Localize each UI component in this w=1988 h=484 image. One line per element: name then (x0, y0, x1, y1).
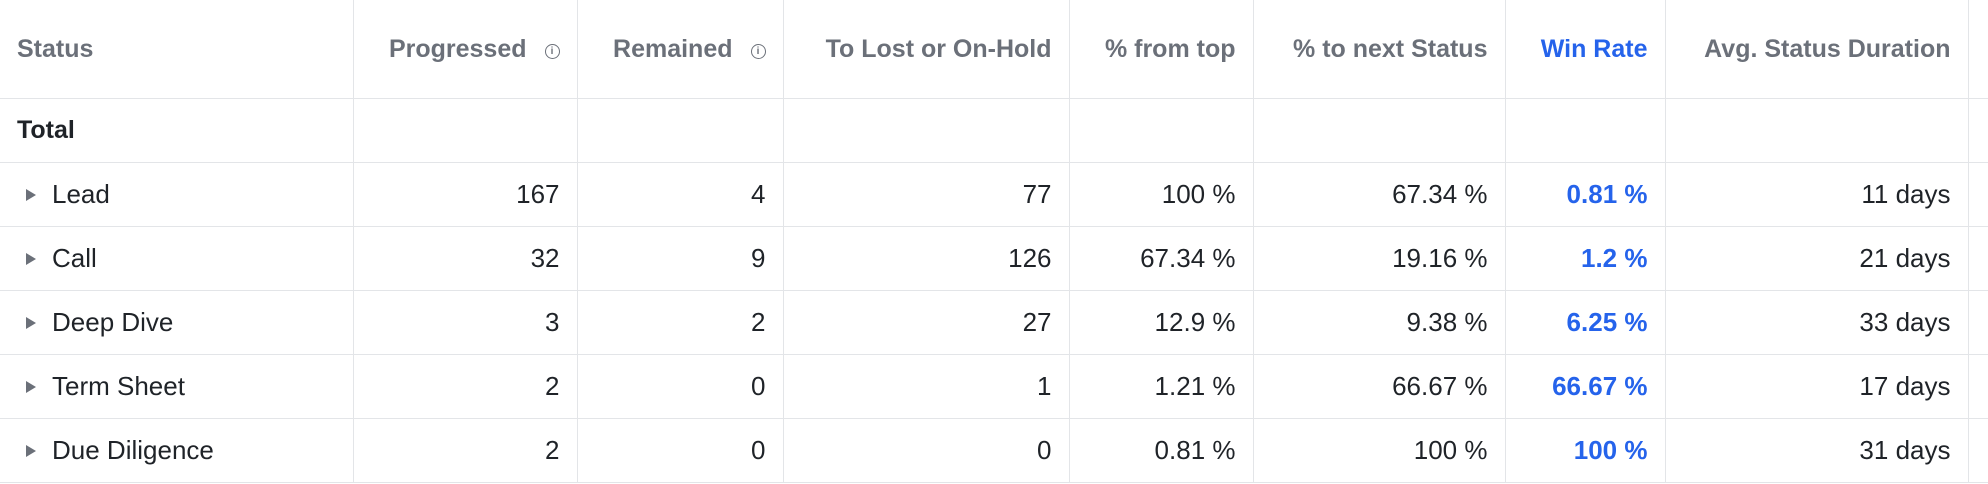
to-lost-cell: 27 (783, 290, 1070, 355)
column-header-win-rate[interactable]: Win Rate (1505, 0, 1666, 99)
avg-duration-cell: 31 days (1665, 418, 1969, 483)
spacer-cell (1968, 226, 1988, 291)
column-header-status[interactable]: Status (0, 0, 354, 99)
table-row: Due Diligence 2 0 0 0.81 % 100 % 100 % 3… (0, 418, 1988, 483)
progressed-cell: 32 (353, 226, 578, 291)
total-row: Total (0, 98, 1988, 163)
column-header-to-lost[interactable]: To Lost or On-Hold (783, 0, 1070, 99)
avg-duration-cell: 17 days (1665, 354, 1969, 419)
expand-caret-icon[interactable] (26, 381, 36, 393)
column-header-label: Status (17, 34, 94, 63)
info-icon[interactable]: i (544, 43, 560, 59)
pct-from-top-cell: 12.9 % (1069, 290, 1254, 355)
status-label: Term Sheet (52, 371, 185, 401)
column-header-remained[interactable]: Remained i (577, 0, 784, 99)
status-label: Call (52, 243, 97, 273)
progressed-cell: 2 (353, 354, 578, 419)
pct-from-top-cell: 1.21 % (1069, 354, 1254, 419)
total-cell (353, 98, 578, 163)
table-row: Lead 167 4 77 100 % 67.34 % 0.81 % 11 da… (0, 162, 1988, 227)
spacer-cell (1968, 162, 1988, 227)
pct-from-top-cell: 67.34 % (1069, 226, 1254, 291)
info-icon[interactable]: i (750, 43, 766, 59)
to-lost-cell: 77 (783, 162, 1070, 227)
table-row: Deep Dive 3 2 27 12.9 % 9.38 % 6.25 % 33… (0, 290, 1988, 355)
win-rate-cell: 100 % (1505, 418, 1666, 483)
column-header-progressed[interactable]: Progressed i (353, 0, 578, 99)
to-lost-cell: 0 (783, 418, 1070, 483)
column-header-label: Progressed (388, 34, 527, 63)
expand-caret-icon[interactable] (26, 445, 36, 457)
pct-next-cell: 66.67 % (1253, 354, 1506, 419)
column-header-pct-from-top[interactable]: % from top (1069, 0, 1254, 99)
header-row: Status Progressed i Remained i To Lost or … (0, 0, 1988, 99)
column-header-label: Remained (613, 34, 733, 63)
total-label: Total (0, 98, 354, 163)
pct-next-cell: 9.38 % (1253, 290, 1506, 355)
to-lost-cell: 126 (783, 226, 1070, 291)
status-cell[interactable]: Lead (0, 162, 354, 227)
total-cell (1253, 98, 1506, 163)
win-rate-cell: 1.2 % (1505, 226, 1666, 291)
column-header-label: Avg. Status Duration (1704, 34, 1951, 63)
pct-next-cell: 67.34 % (1253, 162, 1506, 227)
win-rate-cell: 66.67 % (1505, 354, 1666, 419)
pct-from-top-cell: 0.81 % (1069, 418, 1254, 483)
status-cell[interactable]: Call (0, 226, 354, 291)
expand-caret-icon[interactable] (26, 189, 36, 201)
total-cell (1069, 98, 1254, 163)
progressed-cell: 2 (353, 418, 578, 483)
column-header-label: Win Rate (1540, 34, 1648, 63)
column-header-label: % to next Status (1293, 34, 1488, 63)
expand-caret-icon[interactable] (26, 317, 36, 329)
spacer-cell (1968, 418, 1988, 483)
progressed-cell: 3 (353, 290, 578, 355)
status-cell[interactable]: Deep Dive (0, 290, 354, 355)
spacer-cell (1968, 290, 1988, 355)
remained-cell: 2 (577, 290, 784, 355)
total-cell (1968, 98, 1988, 163)
table-row: Term Sheet 2 0 1 1.21 % 66.67 % 66.67 % … (0, 354, 1988, 419)
spacer-cell (1968, 354, 1988, 419)
win-rate-cell: 0.81 % (1505, 162, 1666, 227)
status-label: Due Diligence (52, 435, 214, 465)
avg-duration-cell: 21 days (1665, 226, 1969, 291)
status-cell[interactable]: Term Sheet (0, 354, 354, 419)
status-label: Lead (52, 179, 110, 209)
expand-caret-icon[interactable] (26, 253, 36, 265)
column-header-pct-next[interactable]: % to next Status (1253, 0, 1506, 99)
status-cell[interactable]: Due Diligence (0, 418, 354, 483)
pct-next-cell: 100 % (1253, 418, 1506, 483)
to-lost-cell: 1 (783, 354, 1070, 419)
remained-cell: 0 (577, 418, 784, 483)
remained-cell: 0 (577, 354, 784, 419)
total-cell (1665, 98, 1969, 163)
remained-cell: 9 (577, 226, 784, 291)
win-rate-cell: 6.25 % (1505, 290, 1666, 355)
pct-from-top-cell: 100 % (1069, 162, 1254, 227)
table-row: Call 32 9 126 67.34 % 19.16 % 1.2 % 21 d… (0, 226, 1988, 291)
column-header-label: % from top (1104, 34, 1236, 63)
column-header-label: To Lost or On-Hold (825, 34, 1052, 63)
avg-duration-cell: 33 days (1665, 290, 1969, 355)
progressed-cell: 167 (353, 162, 578, 227)
status-label: Deep Dive (52, 307, 174, 337)
total-cell (783, 98, 1070, 163)
pct-next-cell: 19.16 % (1253, 226, 1506, 291)
total-cell (577, 98, 784, 163)
total-cell (1505, 98, 1666, 163)
avg-duration-cell: 11 days (1665, 162, 1969, 227)
column-header-avg-duration[interactable]: Avg. Status Duration (1665, 0, 1969, 99)
remained-cell: 4 (577, 162, 784, 227)
column-header-spacer (1968, 0, 1988, 99)
